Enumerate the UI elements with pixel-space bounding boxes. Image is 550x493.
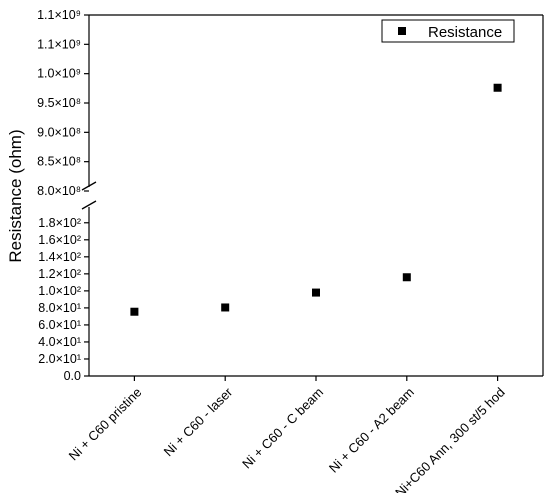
y-tick-label: 0.0 [64,369,81,383]
x-tick-label: Ni + C60 - laser [161,384,236,459]
data-point [493,83,502,92]
data-point [221,303,230,312]
y-tick-label: 8.0×10⁸ [37,184,81,198]
x-tick-label: Ni + C60 - A2 beam [326,385,417,476]
y-axis: 0.0 2.0×10¹ 4.0×10¹ 6.0×10¹ 8.0×10¹ 1.0×10² 1.… [37,8,89,383]
legend-label: Resistance [428,24,502,41]
y-tick-label: 8.0×10¹ [38,301,81,315]
x-tick-label: Ni + C60 pristine [66,385,145,464]
y-tick-label: 6.0×10¹ [38,318,81,332]
data-point [402,273,411,282]
x-tick-label: Ni + C60 - C beam [239,385,326,472]
y-axis-title: Resistance (ohm) [6,129,25,262]
y-tick-label: 2.0×10¹ [38,352,81,366]
y-tick-label: 1.8×10² [38,216,81,230]
y-tick-label: 9.0×10⁸ [37,125,81,139]
y-tick-label: 1.1×10⁹ [37,37,81,51]
y-tick-label: 1.0×10² [38,284,81,298]
axis-break-mark [81,200,97,210]
y-tick-label: 4.0×10¹ [38,335,81,349]
data-series [130,83,502,316]
y-tick-label: 9.5×10⁸ [37,96,81,110]
axis-break-mark [81,181,97,191]
y-tick-label: 8.5×10⁸ [37,155,81,169]
data-point [312,288,320,297]
legend-box [381,19,515,43]
y-tick-label: 1.1×10⁹ [37,8,81,22]
legend: Resistance [381,19,515,43]
data-point [130,307,139,316]
y-tick-label: 1.2×10² [38,267,81,281]
plot-frame [81,14,544,377]
y-tick-label: 1.6×10² [38,233,81,247]
legend-marker [398,27,406,35]
y-tick-label: 1.4×10² [38,250,81,264]
x-axis: Ni + C60 pristine Ni + C60 - laser Ni + C6… [66,376,508,493]
y-tick-label: 1.0×10⁹ [37,67,81,81]
